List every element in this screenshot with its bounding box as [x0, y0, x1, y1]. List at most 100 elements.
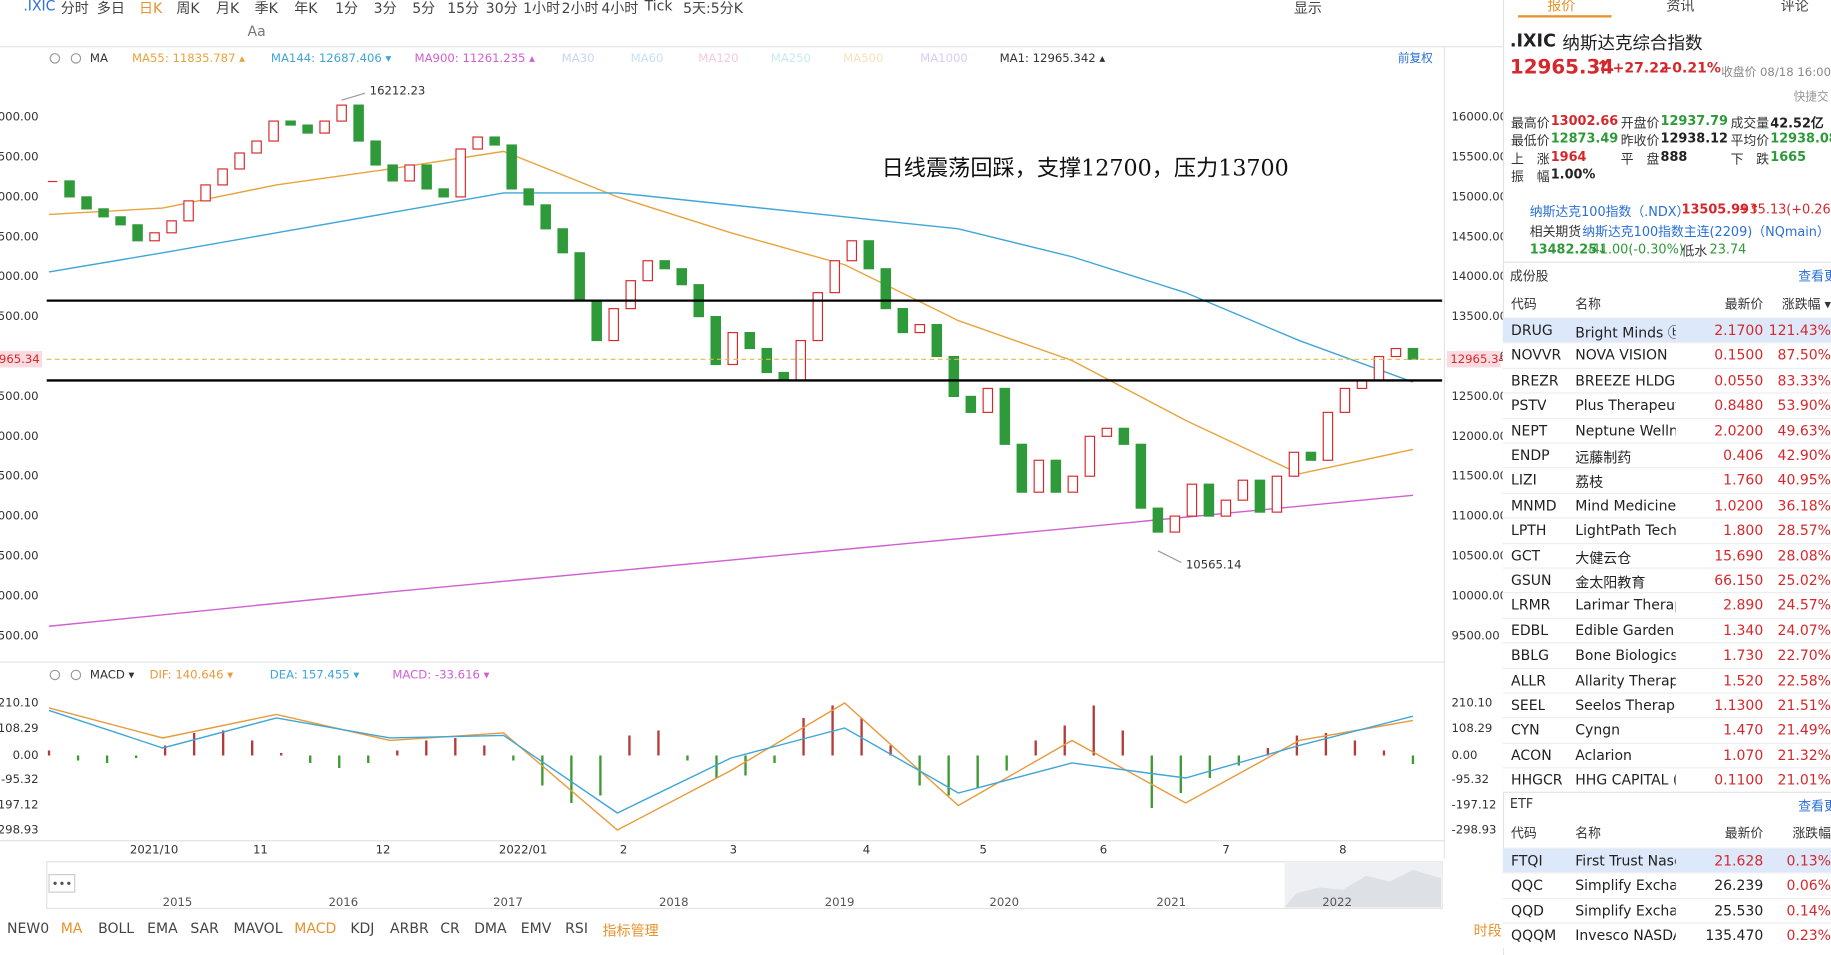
related-name[interactable]: 纳斯达克100指数（.NDX） [1529, 204, 1690, 220]
ma-legend-item[interactable]: MA1: 12965.342 ▴ [1000, 51, 1106, 65]
ma-line [48, 192, 1414, 383]
ma-legend-item[interactable]: MA900: 11261.235 ▴ [415, 51, 536, 65]
table-row[interactable] [1502, 642, 1831, 669]
table-row[interactable] [1502, 467, 1831, 494]
year-label: 2018 [659, 895, 689, 909]
year-label: 2017 [493, 895, 523, 909]
period-tab[interactable]: 月K [216, 0, 240, 17]
period-tab[interactable]: 年K [294, 0, 318, 17]
period-tab[interactable]: 1分 [335, 0, 359, 17]
y-tick-label: 14500.00 [1451, 229, 1502, 243]
table-cell: ALLR [1511, 672, 1546, 689]
indicator-tab[interactable]: DMA [474, 920, 507, 937]
table-cell: Edible Garden [1575, 622, 1675, 639]
period-tab[interactable]: 5天:5分K [683, 0, 743, 17]
more-link[interactable]: 查看更 [1798, 798, 1831, 814]
more-button[interactable] [48, 874, 76, 893]
table-row[interactable] [1502, 517, 1831, 544]
display-menu[interactable]: 显示 [1293, 0, 1322, 17]
table-row[interactable] [1502, 922, 1831, 949]
period-tab[interactable]: 周K [176, 0, 200, 17]
candle [1152, 507, 1164, 533]
table-row[interactable] [1502, 542, 1831, 569]
period-tab[interactable]: 1小时 [523, 0, 561, 17]
table-row[interactable] [1502, 897, 1831, 924]
period-tab[interactable]: 日K [138, 0, 163, 17]
table-row[interactable] [1502, 592, 1831, 619]
symbol[interactable]: .IXIC [23, 0, 56, 15]
y-tick-label: 10000.00 [0, 588, 39, 602]
basis-value: 23.74 [1709, 241, 1747, 257]
settings-icon[interactable] [49, 53, 61, 64]
ma-legend-item[interactable]: MA120 [698, 51, 738, 65]
x-tick-label: 7 [1222, 843, 1229, 857]
indicator-tab[interactable]: ARBR [390, 920, 429, 937]
macd-legend-item[interactable]: DIF: 140.646 ▾ [149, 667, 233, 681]
ma-legend-item[interactable]: MA250 [771, 51, 811, 65]
table-row[interactable] [1502, 667, 1831, 694]
quote-tab[interactable]: 报价 [1547, 0, 1576, 15]
indicator-tab[interactable]: CR [440, 920, 460, 937]
macd-legend-item[interactable]: DEA: 157.455 ▾ [270, 667, 360, 681]
candle [812, 292, 824, 342]
period-tab[interactable]: 15分 [447, 0, 480, 17]
ma-legend-item[interactable]: MA55: 11835.787 ▴ [132, 51, 245, 65]
table-row[interactable] [1502, 442, 1831, 469]
ma-legend-item[interactable]: MA60 [631, 51, 664, 65]
macd-legend-item[interactable]: MACD: -33.616 ▾ [392, 667, 489, 681]
table-row[interactable] [1502, 392, 1831, 419]
indicator-tab[interactable]: EMV [520, 920, 552, 937]
indicator-tab[interactable]: RSI [565, 920, 588, 937]
settings-icon[interactable] [49, 669, 61, 681]
table-cell: Cyngn [1575, 722, 1621, 739]
table-row[interactable] [1502, 847, 1831, 874]
table-row[interactable] [1502, 367, 1831, 394]
indicator-tab[interactable]: MAVOL [233, 920, 283, 937]
y-tick-label: 11000.00 [1451, 509, 1502, 523]
quote-tab[interactable]: 评论 [1780, 0, 1809, 15]
period-tab[interactable]: 5分 [412, 0, 436, 17]
table-row[interactable] [1502, 492, 1831, 519]
indicator-tab[interactable]: 指标管理 [602, 922, 659, 939]
table-row[interactable] [1502, 767, 1831, 794]
table-row[interactable] [1502, 417, 1831, 444]
indicator-tab[interactable]: NEW0 [7, 920, 50, 937]
period-tab[interactable]: 多日 [96, 0, 125, 17]
futures-name[interactable]: 纳斯达克100指数主连(2209)（NQmain） [1582, 224, 1830, 240]
indicator-tab[interactable]: MACD [294, 920, 337, 937]
period-tab[interactable]: 2小时 [561, 0, 599, 17]
x-tick-label: 2021/10 [130, 843, 178, 857]
close-icon[interactable] [70, 53, 82, 64]
ma-legend-item[interactable]: MA30 [562, 51, 595, 65]
period-tab[interactable]: 分时 [60, 0, 89, 17]
tool-text[interactable]: Aa [247, 23, 266, 40]
period-tab[interactable]: 4小时 [601, 0, 639, 17]
macd-bar [889, 745, 892, 756]
quote-tab[interactable]: 资讯 [1666, 0, 1695, 15]
indicator-tab[interactable]: SAR [190, 920, 219, 937]
ma-legend-item[interactable]: MA500 [843, 51, 883, 65]
indicator-tab[interactable]: MA [60, 920, 83, 937]
period-tab[interactable]: Tick [644, 0, 673, 15]
ma-legend-item[interactable]: MA1000 [920, 51, 968, 65]
table-row[interactable] [1502, 317, 1831, 344]
period-button[interactable]: 时段 [1473, 922, 1502, 939]
table-row[interactable] [1502, 717, 1831, 744]
table-row[interactable] [1502, 567, 1831, 594]
period-tab[interactable]: 3分 [373, 0, 397, 17]
table-row[interactable] [1502, 617, 1831, 644]
ma-legend-item[interactable]: MA144: 12687.406 ▾ [271, 51, 392, 65]
table-row[interactable] [1502, 872, 1831, 899]
indicator-tab[interactable]: KDJ [350, 920, 375, 937]
period-tab[interactable]: 30分 [485, 0, 518, 17]
table-row[interactable] [1502, 342, 1831, 369]
indicator-tab[interactable]: EMA [147, 920, 178, 937]
more-link[interactable]: 查看更 [1798, 268, 1831, 284]
close-icon[interactable] [70, 669, 82, 681]
table-row[interactable] [1502, 692, 1831, 719]
adjust-label[interactable]: 前复权 [1398, 51, 1433, 65]
y-tick-label: 108.29 [1451, 721, 1492, 735]
indicator-tab[interactable]: BOLL [98, 920, 135, 937]
period-tab[interactable]: 季K [254, 0, 278, 17]
table-row[interactable] [1502, 742, 1831, 769]
